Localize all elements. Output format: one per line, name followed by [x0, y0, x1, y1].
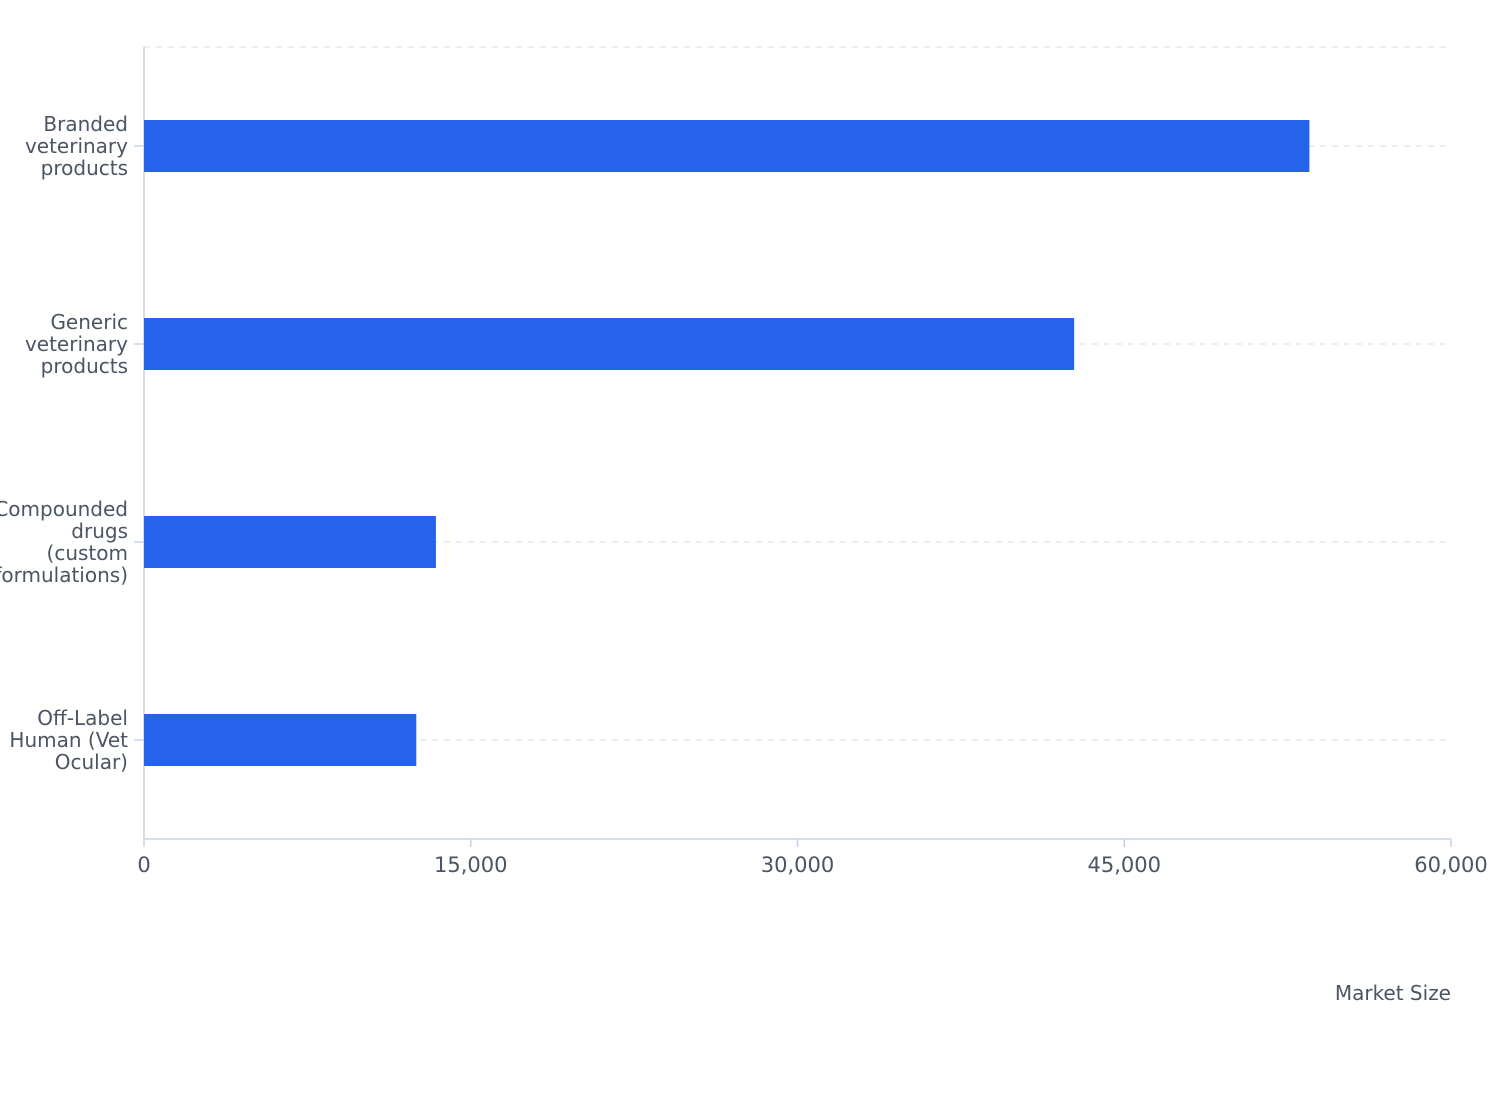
bars: [144, 120, 1310, 766]
category-label-line: (custom: [47, 541, 128, 565]
category-label-line: Generic: [50, 310, 128, 334]
category-label-line: veterinary: [25, 134, 128, 158]
category-label-line: Human (Vet: [9, 728, 128, 752]
category-label-1: Generic veterinary products: [25, 310, 128, 378]
category-label-line: products: [41, 156, 128, 180]
category-label-line: products: [41, 354, 128, 378]
axes: [134, 47, 1452, 847]
x-tick-label-0: 0: [137, 853, 150, 877]
category-label-line: Ocular): [55, 750, 128, 774]
category-label-2: Compounded drugs (custom formulations): [0, 497, 128, 587]
x-tick-labels: 0 15,000 30,000 45,000 60,000: [137, 853, 1487, 877]
category-label-line: Off-Label: [37, 706, 128, 730]
category-label-line: Compounded: [0, 497, 128, 521]
category-label-line: veterinary: [25, 332, 128, 356]
bar-3: [144, 714, 417, 766]
bar-2: [144, 516, 436, 568]
category-label-3: Off-Label Human (Vet Ocular): [9, 706, 128, 774]
bar-0: [144, 120, 1310, 172]
category-label-line: drugs: [71, 519, 128, 543]
x-tick-label-2: 30,000: [761, 853, 834, 877]
x-tick-label-3: 45,000: [1088, 853, 1161, 877]
x-tick-label-4: 60,000: [1414, 853, 1487, 877]
category-label-line: formulations): [0, 563, 128, 587]
category-label-line: Branded: [43, 112, 128, 136]
category-label-0: Branded veterinary products: [25, 112, 128, 180]
x-axis-title: Market Size: [1335, 981, 1451, 1005]
x-tick-label-1: 15,000: [434, 853, 507, 877]
bar-1: [144, 318, 1075, 370]
